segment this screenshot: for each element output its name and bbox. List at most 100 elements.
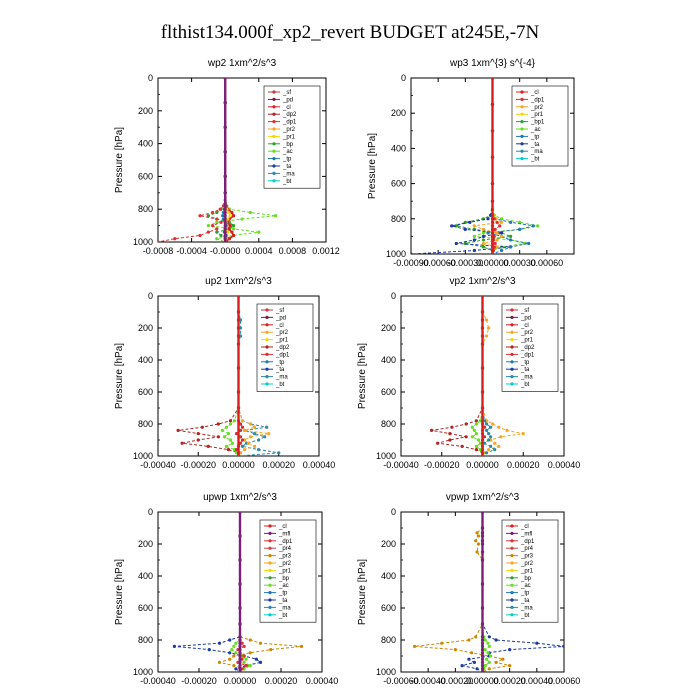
data-point-pr3 — [475, 531, 479, 535]
series-line-ta — [174, 512, 262, 672]
data-point-dp1 — [493, 241, 497, 246]
legend-swatch-marker — [510, 561, 514, 565]
legend-swatch-marker — [510, 382, 514, 386]
panel-title: vp2 1xm^2/s^3 — [449, 276, 516, 287]
x-tick-label: 0.00000 — [224, 676, 257, 686]
legend-entry: _pd — [520, 315, 531, 321]
chart-panel-1: wp2 1xm^2/s^3 Pressure [hPa] 0 200 400 600 800… — [114, 58, 340, 256]
legend: _sf_pd _cl_pr2 _pr1_dp2_dp1 _tp_ta _ma_bt — [501, 303, 559, 392]
legend-entry: _pr3 — [278, 554, 292, 560]
legend-entry: _mfl — [278, 531, 290, 537]
legend-entry: _ta — [282, 164, 292, 170]
x-tick-label: -0.0008 — [143, 246, 174, 256]
data-point-pr3 — [501, 657, 505, 661]
series-line-dp2 — [178, 296, 239, 456]
data-point-pr3 — [258, 641, 263, 645]
chart-panel-4: vp2 1xm^2/s^3 Pressure [hPa] 0 200 400 600 800… — [357, 276, 580, 470]
legend-entry: _ma — [520, 375, 533, 381]
data-point-pr2 — [497, 444, 501, 448]
data-point-ac — [228, 438, 233, 442]
data-point-tp — [509, 245, 513, 249]
data-point-ta — [234, 667, 238, 671]
legend-entry: _bt — [520, 613, 530, 619]
data-point-ac — [234, 641, 238, 645]
data-point-pr2 — [499, 220, 504, 224]
data-point-ta — [411, 252, 413, 254]
series-line-pr2 — [472, 78, 504, 254]
legend-entry: _ma — [275, 375, 288, 381]
data-point-tp — [509, 220, 513, 224]
legend-entry: _pr2 — [520, 330, 534, 336]
y-tick-label: 0 — [148, 291, 153, 301]
y-tick-label: 800 — [381, 419, 396, 429]
y-axis-label: Pressure [hPa] — [114, 127, 125, 193]
data-point-dp2 — [448, 432, 452, 436]
data-point-tp — [518, 227, 522, 231]
series-line-tp — [487, 78, 534, 254]
data-point-pr2 — [481, 227, 486, 231]
legend-entry: _pr1 — [530, 112, 544, 118]
data-point-tp — [527, 241, 531, 246]
data-point-sf — [240, 425, 245, 429]
y-tick-label: 200 — [391, 108, 406, 118]
legend-entry: _sf — [520, 308, 529, 314]
legend-swatch-marker — [510, 583, 514, 587]
data-point-ac — [232, 419, 237, 423]
data-point-cl — [226, 227, 231, 231]
series-line-ac — [208, 78, 276, 242]
data-point-dp1 — [495, 220, 499, 224]
legend-entry: _pd — [282, 97, 293, 103]
data-point-dp1 — [242, 644, 246, 649]
legend-swatch-marker — [268, 613, 272, 617]
data-point-sf — [482, 425, 487, 429]
data-point-pr2 — [242, 428, 247, 432]
legend-swatch-marker — [268, 554, 272, 558]
x-tick-label: 0.00040 — [303, 460, 336, 470]
data-point-dp2 — [206, 444, 210, 448]
legend-swatch-marker — [510, 605, 514, 610]
legend-entry: _dp1 — [520, 352, 535, 358]
data-point-ma — [489, 425, 493, 429]
legend-entry: _pr2 — [520, 561, 534, 567]
legend-swatch-marker — [272, 112, 276, 116]
data-point-pr2 — [481, 241, 486, 246]
y-axis-label: Pressure [hPa] — [114, 559, 125, 625]
data-point-sf — [234, 448, 239, 452]
data-point-ma — [487, 438, 491, 442]
y-tick-label: 600 — [138, 171, 153, 181]
y-tick-label: 600 — [391, 179, 406, 189]
data-point-dp1 — [206, 230, 210, 234]
data-point-ac — [215, 237, 219, 241]
legend-entry: _pr4 — [278, 546, 292, 552]
data-point-pr3 — [228, 657, 232, 661]
data-point-pr2 — [472, 224, 476, 228]
legend-swatch-marker — [520, 97, 524, 101]
chart-panel-5: upwp 1xm^2/s^3 Pressure [hPa] 0 200 400 600 80… — [114, 492, 338, 686]
legend-entry: _ta — [530, 142, 540, 148]
legend-entry: _sf — [275, 308, 284, 314]
data-point-cl — [228, 224, 232, 228]
legend-entry: _pd — [275, 315, 286, 321]
legend: _cl_mfl_dp1_pr4_pr3_pr2_pr1_bp_ac_tp_ta_… — [501, 519, 559, 623]
y-tick-label: 1000 — [133, 237, 153, 247]
panel-title: wp2 1xm^2/s^3 — [207, 58, 277, 69]
legend-swatch-marker — [520, 90, 524, 94]
y-tick-label: 400 — [138, 355, 153, 365]
data-point-dp2 — [474, 419, 478, 423]
legend-swatch-marker — [265, 323, 269, 327]
y-tick-label: 400 — [138, 571, 153, 581]
legend-swatch-marker — [510, 568, 514, 573]
data-point-ta — [486, 217, 490, 221]
legend-swatch-marker — [272, 171, 276, 175]
data-point-ac — [232, 644, 236, 649]
data-point-pr2 — [246, 441, 251, 445]
data-point-tp — [221, 214, 225, 218]
data-point-pr2 — [497, 425, 501, 429]
legend-entry: _ta — [278, 598, 288, 604]
y-tick-label: 200 — [381, 539, 396, 549]
data-point-pr3 — [508, 664, 512, 668]
series-line-ta — [411, 78, 511, 254]
data-point-pr1 — [228, 214, 232, 218]
legend-swatch-marker — [520, 157, 524, 161]
data-point-ac — [257, 230, 261, 234]
